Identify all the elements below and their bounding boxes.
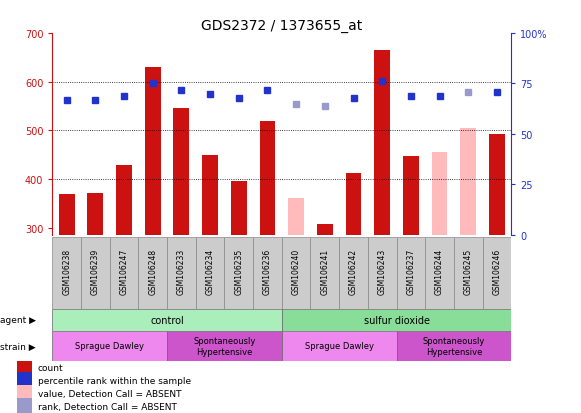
Text: GSM106246: GSM106246 [493, 248, 501, 294]
Text: GSM106244: GSM106244 [435, 248, 444, 294]
Bar [489, 134, 505, 235]
Bar [167, 331, 282, 361]
Bar [339, 237, 368, 309]
Bar [87, 193, 103, 235]
Text: GSM106234: GSM106234 [206, 248, 214, 294]
Bar [145, 68, 160, 235]
Bar [317, 224, 333, 235]
Text: sulfur dioxide: sulfur dioxide [364, 315, 429, 325]
Text: count: count [38, 363, 63, 372]
Bar [288, 199, 304, 235]
Bar [432, 153, 447, 235]
Bar [483, 237, 511, 309]
Bar [397, 237, 425, 309]
Bar [403, 156, 419, 235]
Bar [282, 309, 511, 331]
Text: GSM106235: GSM106235 [234, 248, 243, 294]
Bar [231, 182, 247, 235]
Bar [346, 174, 361, 235]
Text: GSM106233: GSM106233 [177, 248, 186, 294]
Text: GSM106245: GSM106245 [464, 248, 473, 294]
Bar [282, 331, 397, 361]
Text: GSM106248: GSM106248 [148, 248, 157, 294]
Text: GSM106243: GSM106243 [378, 248, 387, 294]
Bar [282, 237, 310, 309]
Text: control: control [150, 315, 184, 325]
Bar [17, 398, 32, 413]
Bar [425, 237, 454, 309]
Bar [260, 121, 275, 235]
Bar [81, 237, 110, 309]
Bar [17, 385, 32, 400]
Text: GSM106247: GSM106247 [120, 248, 128, 294]
Text: Sprague Dawley: Sprague Dawley [75, 342, 144, 351]
Bar [310, 237, 339, 309]
Text: Sprague Dawley: Sprague Dawley [304, 342, 374, 351]
Title: GDS2372 / 1373655_at: GDS2372 / 1373655_at [201, 19, 363, 33]
Text: GSM106239: GSM106239 [91, 248, 100, 294]
Bar [397, 331, 511, 361]
Bar [52, 237, 81, 309]
Text: agent ▶: agent ▶ [0, 316, 36, 325]
Text: GSM106241: GSM106241 [320, 248, 329, 294]
Text: GSM106236: GSM106236 [263, 248, 272, 294]
Bar [460, 128, 476, 235]
Bar [167, 237, 196, 309]
Bar [138, 237, 167, 309]
Bar [52, 331, 167, 361]
Text: GSM106242: GSM106242 [349, 248, 358, 294]
Bar [374, 51, 390, 235]
Text: GSM106238: GSM106238 [62, 248, 71, 294]
Bar [52, 309, 282, 331]
Bar [17, 372, 32, 387]
Text: Spontaneously
Hypertensive: Spontaneously Hypertensive [193, 337, 256, 356]
Bar [174, 109, 189, 235]
Bar [202, 155, 218, 235]
Bar [224, 237, 253, 309]
Text: strain ▶: strain ▶ [0, 342, 35, 351]
Text: GSM106237: GSM106237 [406, 248, 415, 294]
Text: Spontaneously
Hypertensive: Spontaneously Hypertensive [423, 337, 485, 356]
Bar [253, 237, 282, 309]
Bar [368, 237, 397, 309]
Bar [116, 166, 132, 235]
Bar [110, 237, 138, 309]
Text: GSM106240: GSM106240 [292, 248, 300, 294]
Bar [59, 194, 74, 235]
Text: value, Detection Call = ABSENT: value, Detection Call = ABSENT [38, 389, 181, 398]
Bar [196, 237, 224, 309]
Text: rank, Detection Call = ABSENT: rank, Detection Call = ABSENT [38, 402, 177, 411]
Bar [454, 237, 483, 309]
Bar [17, 359, 32, 374]
Text: percentile rank within the sample: percentile rank within the sample [38, 376, 191, 385]
